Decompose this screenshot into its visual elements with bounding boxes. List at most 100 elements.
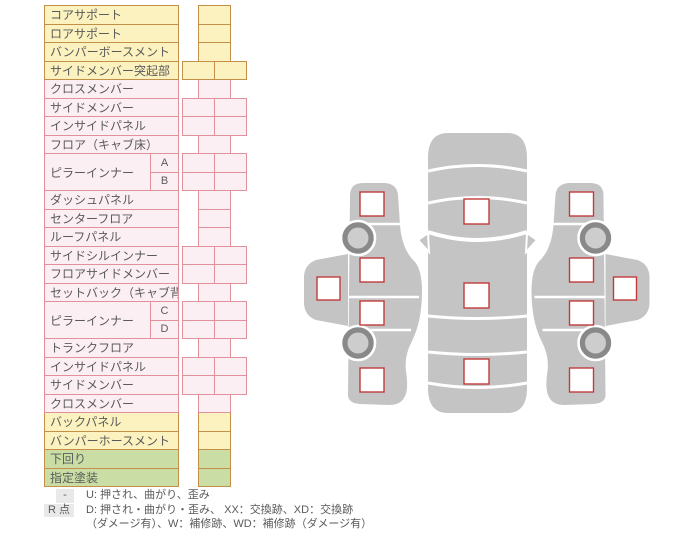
marker-left-rear-fender[interactable] [359, 367, 385, 393]
part-row: インサイドパネル [43, 116, 180, 136]
damage-cell-row [183, 227, 247, 247]
part-label: サイドメンバー [43, 97, 180, 117]
damage-cell[interactable] [198, 338, 231, 358]
damage-cell-row [183, 23, 247, 43]
damage-cell[interactable] [198, 190, 231, 210]
cell-spacer [231, 209, 247, 228]
damage-cell[interactable] [198, 5, 231, 25]
damage-cell[interactable] [198, 23, 231, 43]
legend-row-cont: （ダメージ有）、W：補修跡、WD：補修跡（ダメージ有） [44, 518, 444, 532]
damage-cell[interactable] [182, 97, 215, 117]
damage-cell-row [182, 264, 247, 284]
marker-right-front-door[interactable] [568, 257, 595, 283]
damage-cell[interactable] [214, 319, 247, 339]
damage-cell[interactable] [198, 467, 231, 487]
part-row: ルーフパネル [43, 227, 180, 247]
damage-cell[interactable] [214, 245, 247, 265]
damage-cell-row [182, 319, 247, 339]
part-row: D [45, 319, 180, 339]
damage-cell[interactable] [214, 301, 247, 321]
cell-spacer [183, 80, 199, 99]
damage-cell[interactable] [198, 42, 231, 62]
part-label: 指定塗装 [43, 467, 180, 487]
cell-spacer [183, 191, 199, 210]
damage-cell[interactable] [214, 153, 247, 173]
marker-hood[interactable] [463, 198, 490, 225]
damage-cell[interactable] [214, 60, 247, 80]
marker-right-rear-fender[interactable] [568, 367, 595, 393]
marker-right-front-fender[interactable] [568, 191, 595, 217]
cell-spacer [231, 394, 247, 413]
part-row: トランクフロア [43, 338, 180, 358]
legend: - U: 押され、曲がり、歪み R 点 D: 押され・曲がり・歪み、 XX：交換… [44, 489, 444, 533]
part-label: サイドメンバー [43, 375, 180, 395]
damage-cell[interactable] [182, 319, 215, 339]
damage-cell[interactable] [198, 134, 231, 154]
marker-right-roof-side[interactable] [612, 276, 638, 301]
car-top-panel-lines [427, 164, 528, 389]
cell-spacer [231, 191, 247, 210]
marker-left-roof-side[interactable] [316, 276, 341, 301]
part-label: ピラーインナー [44, 153, 151, 191]
damage-cell[interactable] [182, 245, 215, 265]
marker-right-rear-door[interactable] [568, 300, 595, 326]
damage-cell[interactable] [214, 97, 247, 117]
damage-cell-row [183, 5, 247, 25]
damage-cell[interactable] [182, 375, 215, 395]
car-left-front-wheel [339, 219, 377, 257]
damage-cell[interactable] [214, 116, 247, 136]
part-label: ロアサポート [43, 23, 180, 43]
legend-text-d: D: 押され・曲がり・歪み、 XX：交換跡、XD：交換跡 [86, 503, 354, 516]
damage-cell-row [182, 171, 247, 191]
cell-spacer [231, 339, 247, 358]
cell-spacer [231, 228, 247, 247]
damage-cell[interactable] [182, 153, 215, 173]
part-label: インサイドパネル [43, 116, 180, 136]
part-row: 下回り [43, 449, 180, 469]
part-row: フロア（キャブ床） [43, 134, 180, 154]
damage-cell[interactable] [198, 79, 231, 99]
cell-spacer [183, 431, 199, 450]
damage-cell[interactable] [182, 301, 215, 321]
damage-cell[interactable] [182, 171, 215, 191]
part-label: セットバック（キャブ背） [43, 282, 180, 302]
cell-spacer [183, 339, 199, 358]
damage-cell[interactable] [182, 264, 215, 284]
cell-spacer [231, 431, 247, 450]
car-right-body [531, 183, 606, 405]
damage-cell-row [183, 430, 247, 450]
legend-badge-dash: - [56, 489, 74, 503]
marker-roof[interactable] [463, 282, 490, 309]
marker-left-front-fender[interactable] [359, 191, 385, 217]
marker-left-rear-door[interactable] [359, 300, 385, 326]
damage-cell[interactable] [198, 430, 231, 450]
part-row: クロスメンバー [43, 79, 180, 99]
damage-cell[interactable] [198, 412, 231, 432]
damage-cell[interactable] [214, 375, 247, 395]
damage-cell[interactable] [198, 227, 231, 247]
part-row: クロスメンバー [43, 393, 180, 413]
part-label: クロスメンバー [43, 393, 180, 413]
part-row: サイドメンバー突起部 [43, 60, 180, 80]
part-label: サイドメンバー突起部 [43, 60, 180, 80]
marker-left-front-door[interactable] [359, 257, 385, 283]
cell-spacer [231, 135, 247, 154]
part-sublabel: D [149, 319, 180, 339]
damage-cell[interactable] [198, 208, 231, 228]
car-right-side-view [531, 183, 650, 405]
part-row: ダッシュパネル [43, 190, 180, 210]
damage-cell[interactable] [214, 171, 247, 191]
marker-trunk[interactable] [463, 358, 490, 385]
damage-cell[interactable] [198, 282, 231, 302]
damage-cell[interactable] [182, 356, 215, 376]
cell-spacer [231, 6, 247, 25]
part-row: ロアサポート [43, 23, 180, 43]
damage-cell[interactable] [214, 356, 247, 376]
damage-cell[interactable] [182, 60, 215, 80]
damage-cell[interactable] [182, 116, 215, 136]
part-label: バンパーホースメント [43, 430, 180, 450]
damage-cell[interactable] [214, 264, 247, 284]
damage-cell[interactable] [198, 393, 231, 413]
damage-cell[interactable] [198, 449, 231, 469]
damage-cell-row [183, 467, 247, 487]
